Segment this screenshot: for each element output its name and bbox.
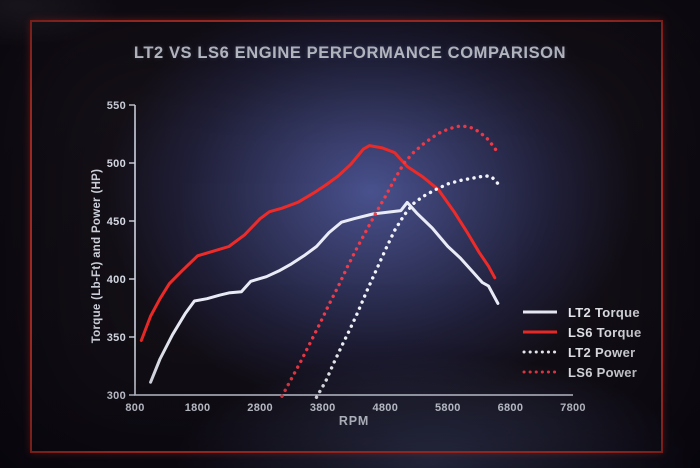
slide-border-frame <box>30 20 663 453</box>
legend-label: LT2 Torque <box>568 304 640 320</box>
series-lt2-torque <box>149 200 500 384</box>
legend-swatch-lt2-power <box>522 350 558 354</box>
x-tick-label: 2800 <box>247 402 273 414</box>
y-tick-label: 300 <box>107 390 126 402</box>
y-tick-label: 400 <box>107 274 126 286</box>
legend-swatch-ls6-torque <box>523 330 557 334</box>
y-tick-label: 550 <box>107 100 126 112</box>
legend-item-ls6-power: LS6 Power <box>522 362 642 382</box>
x-tick-label: 6800 <box>498 402 524 414</box>
legend-item-ls6-torque: LS6 Torque <box>522 322 642 342</box>
x-tick-label: 800 <box>125 402 144 414</box>
series-ls6-torque <box>139 144 497 342</box>
legend-item-lt2-power: LT2 Power <box>522 342 642 362</box>
legend-swatch-ls6-power <box>522 370 558 374</box>
x-tick-label: 5800 <box>435 402 461 414</box>
series-ls6-power <box>280 124 500 398</box>
x-tick-label: 7800 <box>560 402 586 414</box>
legend-label: LT2 Power <box>568 344 636 360</box>
legend-label: LS6 Torque <box>568 324 642 340</box>
x-tick-label: 1800 <box>185 402 211 414</box>
y-tick-label: 350 <box>107 332 126 344</box>
legend-label: LS6 Power <box>568 364 638 380</box>
x-tick-label: 3800 <box>310 402 336 414</box>
y-tick-label: 500 <box>107 158 126 170</box>
series-lt2-power <box>314 174 501 399</box>
legend: LT2 Torque LS6 Torque LT2 Power LS6 Powe… <box>522 302 642 382</box>
axes-lines <box>134 105 573 396</box>
y-tick-label: 450 <box>107 216 126 228</box>
x-axis-label: RPM <box>338 414 370 428</box>
legend-item-lt2-torque: LT2 Torque <box>522 302 642 322</box>
legend-swatch-lt2-torque <box>523 310 557 314</box>
chart-title: LT2 VS LS6 ENGINE PERFORMANCE COMPARISON <box>133 44 567 62</box>
x-tick-label: 4800 <box>372 402 398 414</box>
